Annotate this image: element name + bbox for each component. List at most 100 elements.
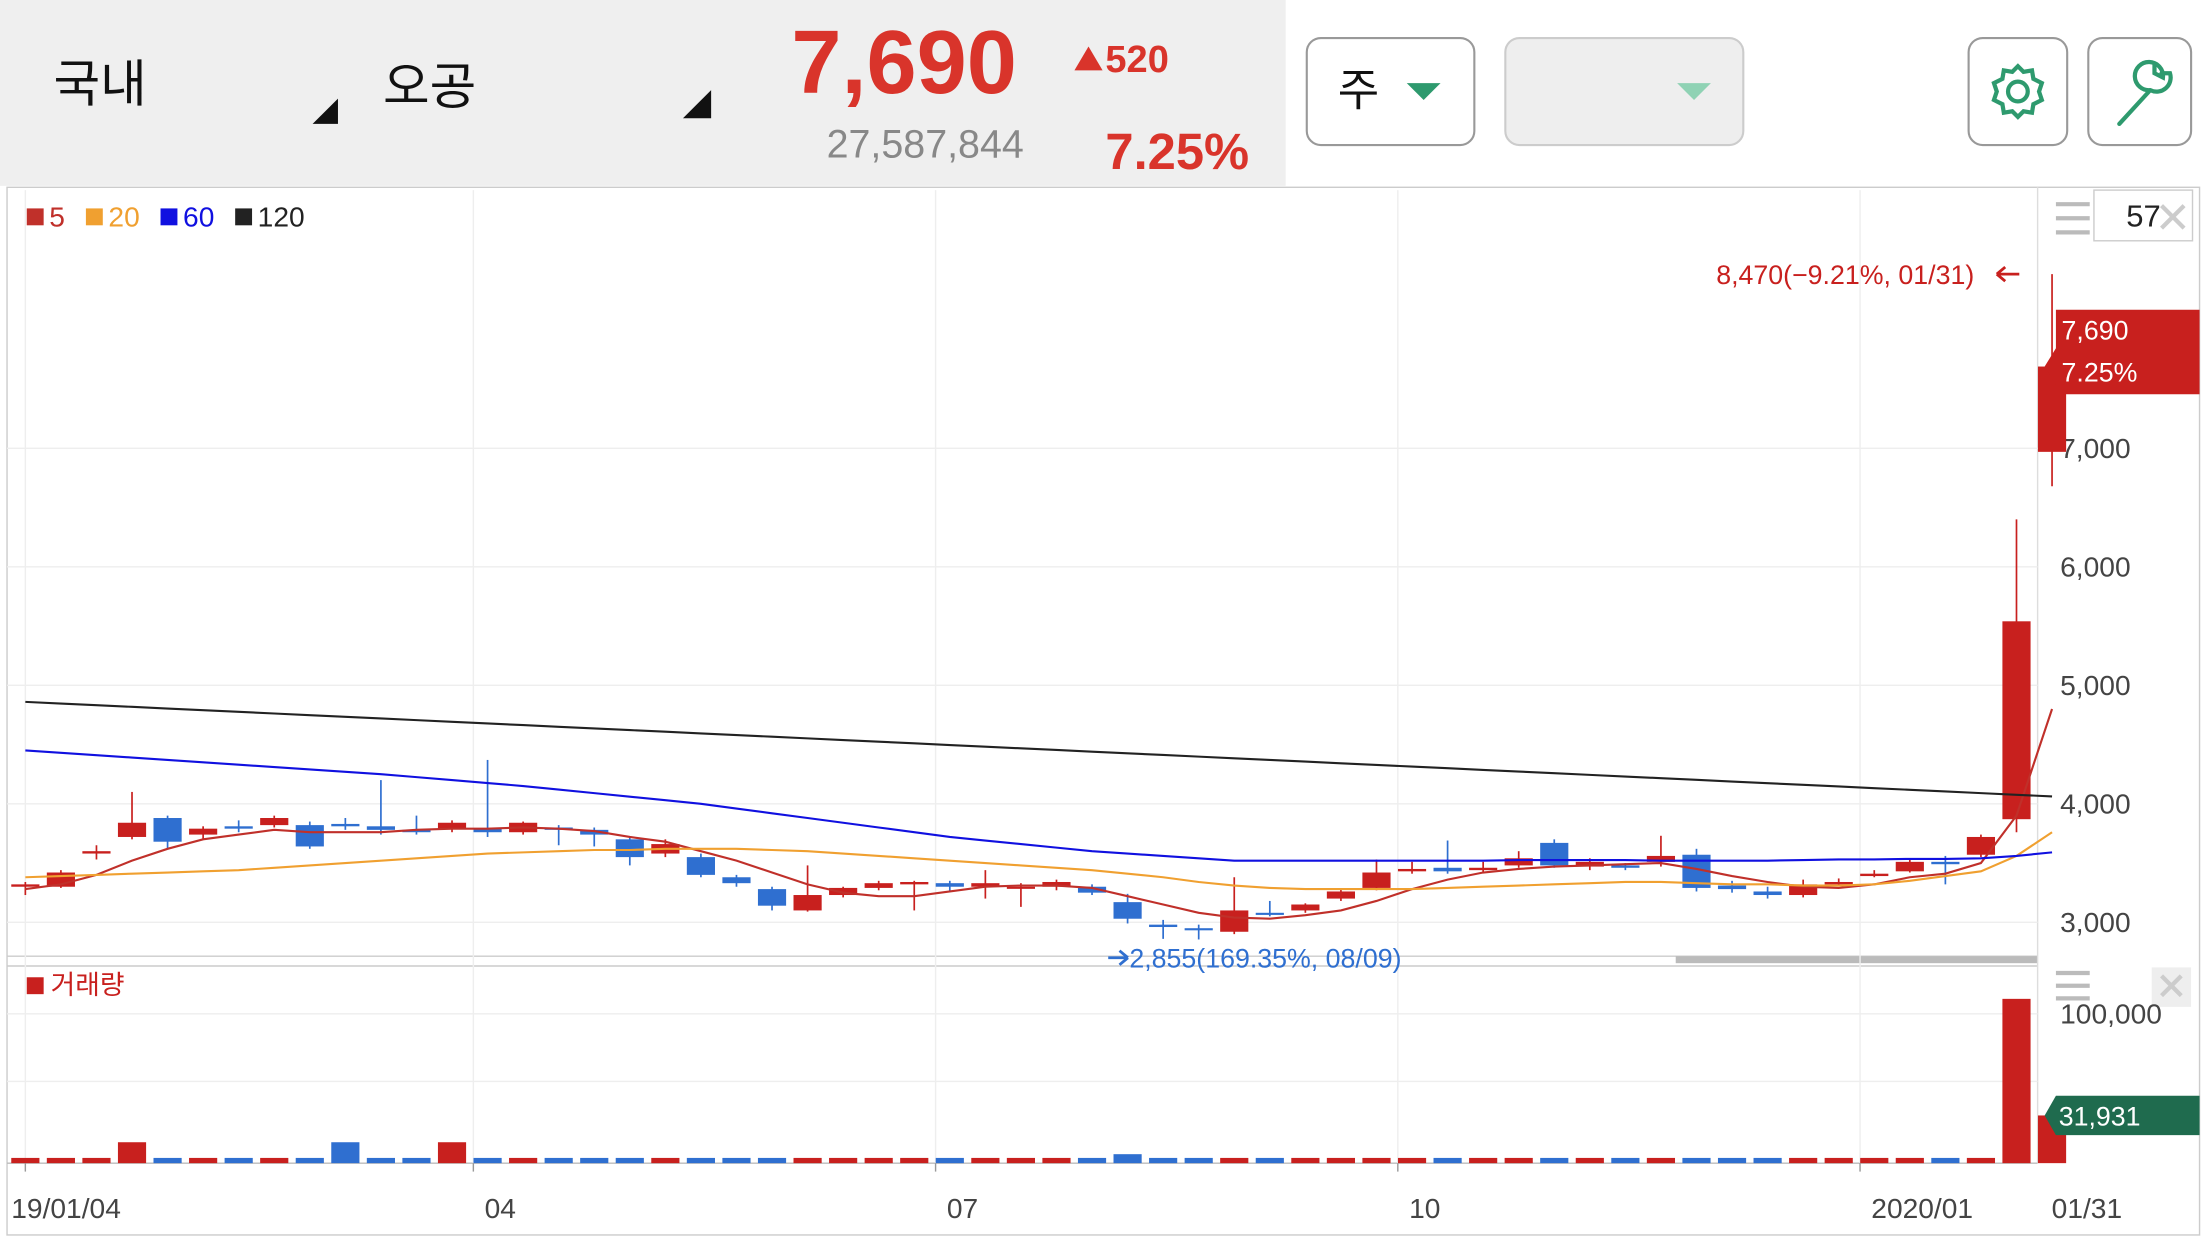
volume-bar <box>509 1157 538 1164</box>
volume-bar <box>1931 1157 1960 1164</box>
candle-body <box>1220 910 1249 932</box>
volume-bar <box>935 1157 964 1164</box>
volume-bar <box>1042 1157 1071 1164</box>
price-tag <box>2044 309 2200 395</box>
current-price: 7,690 <box>791 12 1016 113</box>
legend-swatch <box>85 208 103 226</box>
candle-body <box>473 828 502 833</box>
volume-bar <box>117 1142 147 1164</box>
legend-label: 120 <box>258 202 305 233</box>
candle-body <box>82 851 111 854</box>
volume-tag-label: 31,931 <box>2059 1101 2141 1131</box>
candle-body <box>829 887 858 896</box>
candle-body <box>1860 873 1889 877</box>
ma-line <box>25 700 2053 798</box>
candle-body <box>1113 902 1142 919</box>
volume-bar <box>1717 1157 1747 1164</box>
candle-body <box>1575 861 1604 867</box>
x-tick-label: 07 <box>947 1193 978 1224</box>
menu-icon[interactable] <box>2055 202 2090 235</box>
volume-bar <box>544 1157 573 1164</box>
close-icon[interactable] <box>2160 974 2183 998</box>
candle-body <box>1149 924 1178 928</box>
volume-bar <box>473 1157 502 1164</box>
candle-body <box>757 889 787 906</box>
volume-bar <box>1611 1157 1640 1164</box>
candle-body <box>1362 872 1391 888</box>
volume-bar <box>1789 1157 1818 1164</box>
x-tick-label: 19/01/04 <box>11 1193 121 1224</box>
candle-body <box>2002 621 2031 820</box>
period-button[interactable] <box>1305 36 1476 147</box>
volume-bar <box>829 1157 858 1164</box>
volume-bar <box>153 1157 182 1164</box>
candle-body <box>11 884 40 887</box>
scrollbar[interactable] <box>1675 956 2038 964</box>
x-tick-label: 10 <box>1409 1193 1440 1224</box>
settings-button[interactable] <box>1967 36 2069 147</box>
volume-bar <box>971 1157 1000 1164</box>
volume-bar <box>1682 1157 1711 1164</box>
legend-swatch <box>26 208 44 226</box>
header-bg <box>0 0 1286 186</box>
volume-bar <box>331 1142 360 1164</box>
candle-body <box>1895 861 1924 872</box>
volume-bar <box>1291 1157 1320 1164</box>
period-label: 주 <box>1338 65 1379 116</box>
volume-bar <box>2002 998 2031 1164</box>
candle-body <box>900 881 929 885</box>
candle-body <box>793 895 822 911</box>
candle-body <box>935 883 964 887</box>
ma-line <box>25 749 2053 862</box>
candle-body <box>1433 867 1462 872</box>
wrench-icon <box>2117 59 2173 127</box>
low-annotation: 2,855(169.35%, 08/09) <box>1129 944 1401 974</box>
candle-body <box>1326 891 1356 899</box>
volume-bar <box>260 1157 289 1164</box>
volume-bar <box>1824 1157 1853 1164</box>
volume-bar <box>1895 1157 1924 1164</box>
candle-body <box>1469 867 1498 871</box>
candle-body <box>1717 885 1747 890</box>
candle-body <box>366 826 395 830</box>
volume-tag <box>2044 1095 2200 1136</box>
candle-body <box>1042 881 1071 887</box>
candle-body <box>1077 886 1107 893</box>
volume-bar <box>1184 1157 1213 1164</box>
candle-body <box>864 883 893 888</box>
candle-body <box>1966 836 1996 855</box>
market-select[interactable]: 국내 <box>54 55 147 112</box>
volume-bar <box>1753 1157 1782 1164</box>
menu-icon[interactable] <box>2055 970 2090 1001</box>
change-rate: 7.25% <box>1105 123 1249 180</box>
stock-select[interactable]: 오공 <box>383 58 476 115</box>
volume-bar <box>1149 1157 1178 1164</box>
close-icon[interactable] <box>2160 204 2186 230</box>
dropdown-arrow <box>1406 83 1441 100</box>
volume-bar <box>1362 1157 1391 1164</box>
volume-bar <box>1966 1157 1996 1164</box>
indicator-button[interactable] <box>1504 36 1745 147</box>
candle-body <box>402 829 431 833</box>
volume-bar <box>1469 1157 1498 1164</box>
candle-body <box>971 883 1000 887</box>
candle-body <box>260 818 289 826</box>
volume-bar <box>366 1157 395 1164</box>
volume-bar <box>1326 1157 1356 1164</box>
volume-bar <box>580 1157 609 1164</box>
tools-button[interactable] <box>2087 36 2193 147</box>
volume-legend: 거래량 <box>51 970 125 1000</box>
chart-frame <box>6 186 2201 1236</box>
volume-bar <box>224 1157 253 1164</box>
candle-body <box>1753 891 1782 896</box>
price-tag-rate: 7.25% <box>2062 358 2138 388</box>
price-tag-label: 7,690 <box>2062 315 2129 345</box>
volume-bar <box>615 1157 644 1164</box>
candle-body <box>153 818 182 842</box>
legend-label: 60 <box>183 202 214 233</box>
volume-bar <box>437 1142 467 1164</box>
volume-bar <box>686 1157 715 1164</box>
candle-body <box>1931 861 1960 865</box>
